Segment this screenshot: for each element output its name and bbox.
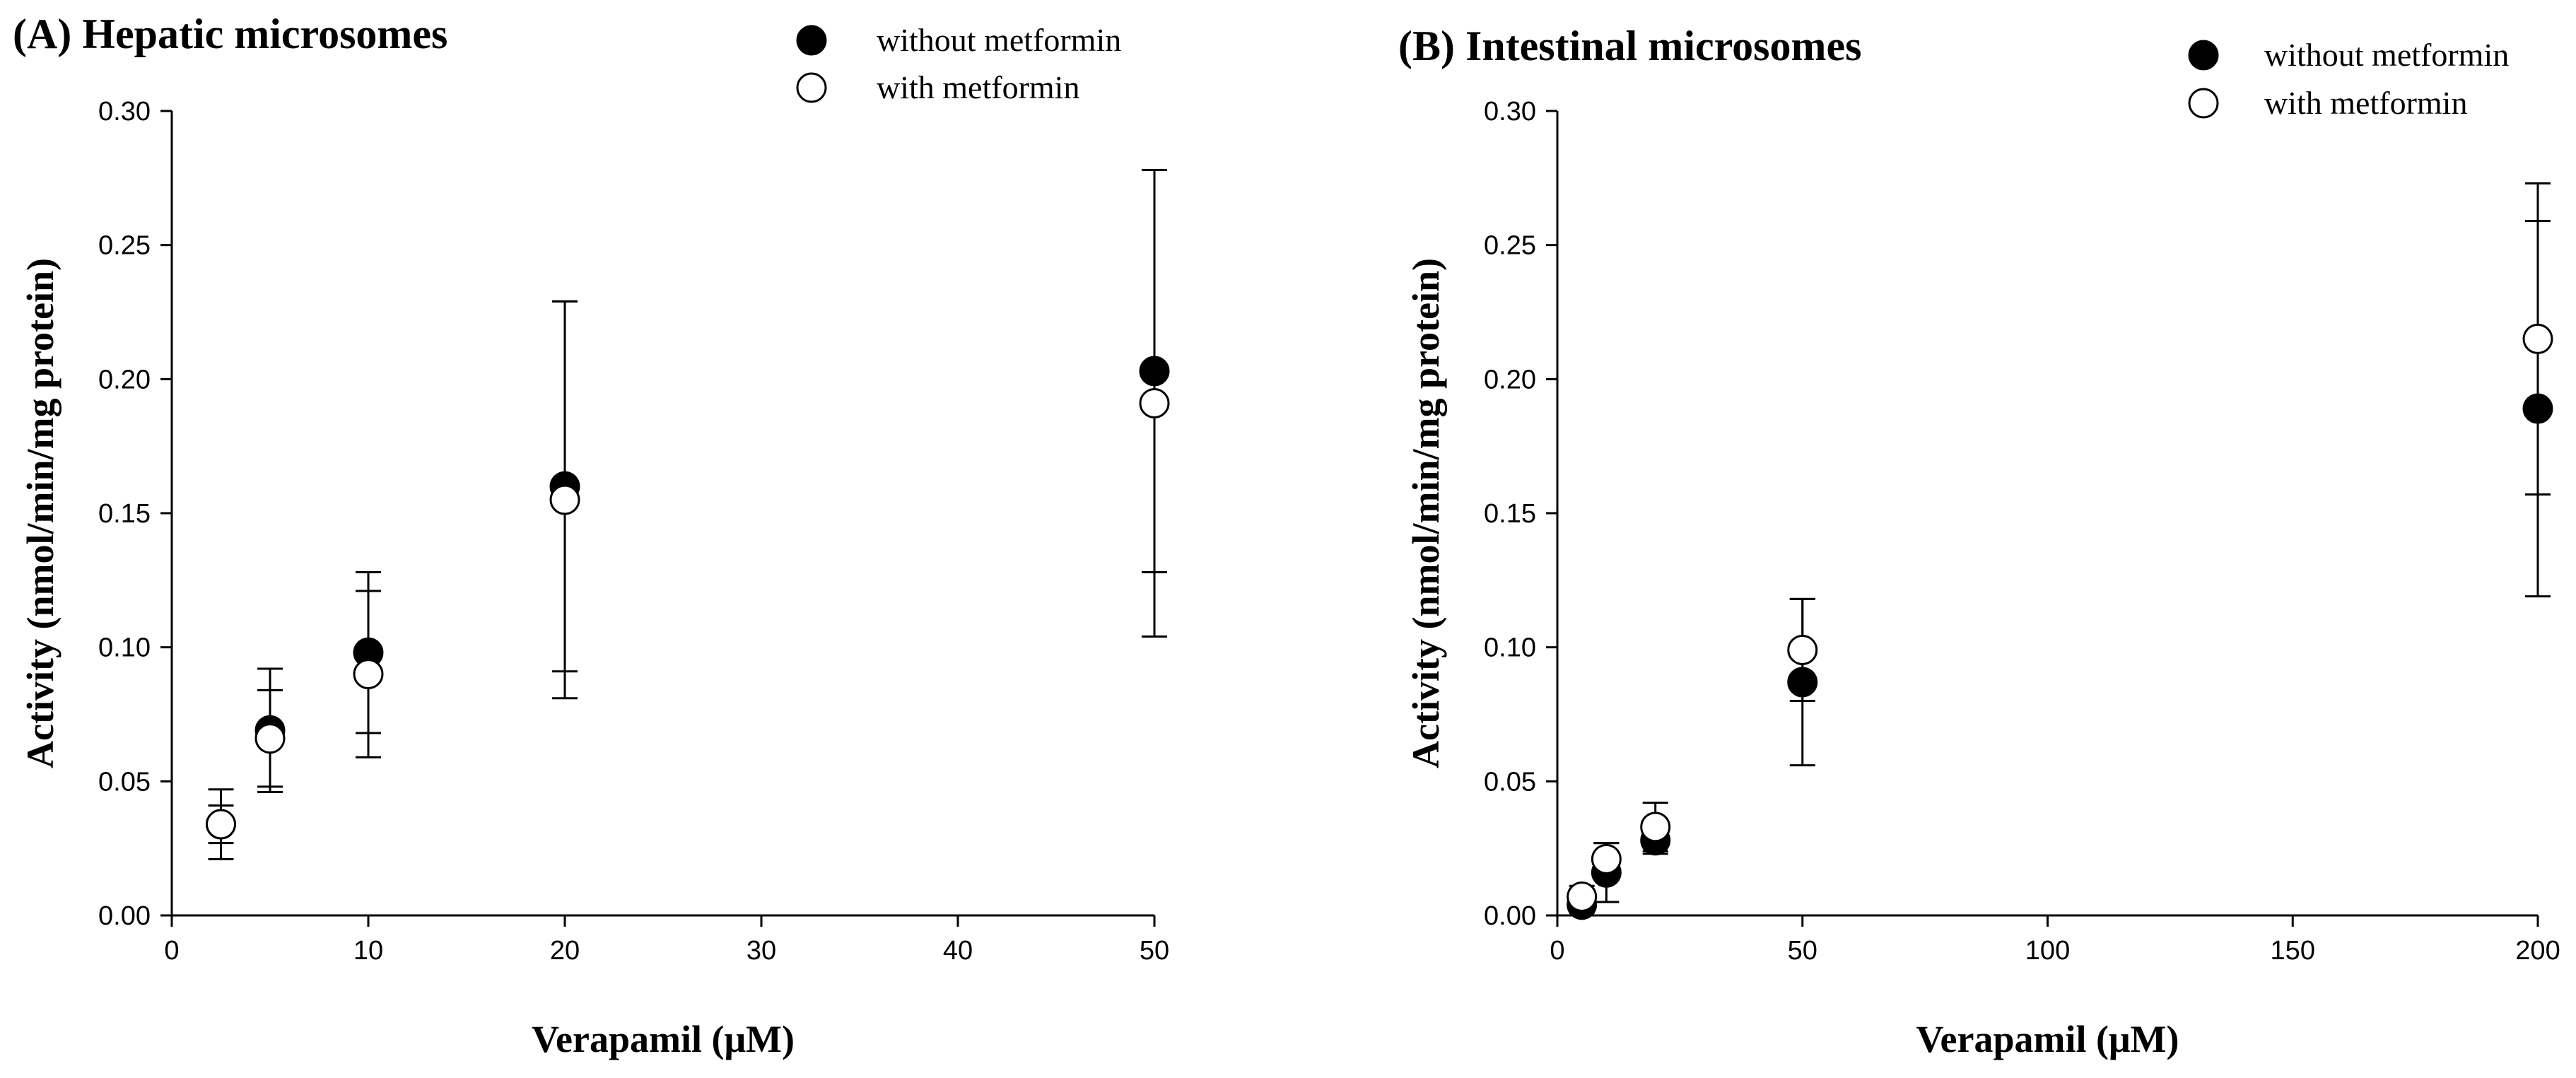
point-without-metformin [2522, 393, 2553, 424]
point-with-metformin [1591, 843, 1622, 874]
y-tick-label: 0.20 [1484, 365, 1536, 394]
chart-title: (A) Hepatic microsomes [13, 11, 447, 57]
y-tick-label: 0.00 [98, 901, 151, 931]
y-tick-label: 0.25 [1484, 231, 1536, 261]
x-tick-label: 100 [2025, 936, 2070, 966]
panel-intestinal: (B) Intestinal microsomes 0.00 0.05 0.10 0.1… [1398, 23, 2560, 1060]
y-tick-label: 0.10 [1484, 633, 1536, 663]
x-axis-label: Verapamil (μM) [1916, 1018, 2179, 1060]
y-tick-label: 0.25 [98, 231, 151, 261]
y-axis-label: Activity (nmol/min/mg protein) [1405, 258, 1447, 768]
y-tick-label: 0.30 [98, 97, 151, 127]
x-tick-label: 200 [2515, 936, 2560, 966]
x-tick-label: 30 [747, 936, 776, 966]
point-with-metformin [1787, 634, 1818, 665]
x-tick-label: 50 [1788, 936, 1817, 966]
y-tick-label: 0.15 [1484, 499, 1536, 529]
legend: without metformin with metformin [2188, 37, 2509, 121]
chart-title: (B) Intestinal microsomes [1398, 23, 1862, 69]
y-tick-label: 0.30 [1484, 97, 1536, 127]
x-tick-label: 0 [1550, 936, 1564, 966]
point-with-metformin [254, 723, 286, 754]
legend-label: with metformin [877, 69, 1079, 105]
point-without-metformin [1787, 667, 1818, 698]
point-with-metformin [206, 809, 236, 840]
x-axis-label: Verapamil (μM) [532, 1018, 795, 1060]
x-tick-label: 10 [353, 936, 383, 966]
x-tick-label: 0 [164, 936, 179, 966]
y-axis-label: Activity (nmol/min/mg protein) [19, 258, 62, 768]
point-with-metformin [1640, 812, 1671, 843]
y-tick-label: 0.05 [98, 767, 151, 797]
legend-marker-open [796, 72, 827, 103]
point-without-metformin [1139, 356, 1170, 387]
point-with-metformin [549, 484, 580, 515]
x-tick-label: 40 [943, 936, 973, 966]
legend-marker-filled [796, 25, 827, 56]
legend-marker-filled [2188, 40, 2219, 71]
y-tick-label: 0.00 [1484, 901, 1536, 931]
point-with-metformin [353, 659, 384, 690]
x-tick-label: 150 [2271, 936, 2315, 966]
point-with-metformin [1567, 881, 1598, 912]
y-tick-label: 0.05 [1484, 767, 1536, 797]
y-tick-label: 0.15 [98, 499, 151, 529]
legend-marker-open [2188, 88, 2219, 119]
legend-label: without metformin [2264, 37, 2509, 73]
y-tick-label: 0.20 [98, 365, 151, 394]
y-tick-label: 0.10 [98, 633, 151, 663]
x-tick-label: 20 [550, 936, 580, 966]
legend: without metformin with metformin [796, 22, 1121, 105]
legend-label: without metformin [877, 22, 1121, 58]
panel-hepatic: (A) Hepatic microsomes 0.00 0.05 0.10 0.15 0.… [13, 11, 1170, 1060]
point-with-metformin [1139, 387, 1170, 418]
point-with-metformin [2522, 323, 2553, 354]
x-tick-label: 50 [1140, 936, 1169, 966]
legend-label: with metformin [2264, 85, 2467, 121]
